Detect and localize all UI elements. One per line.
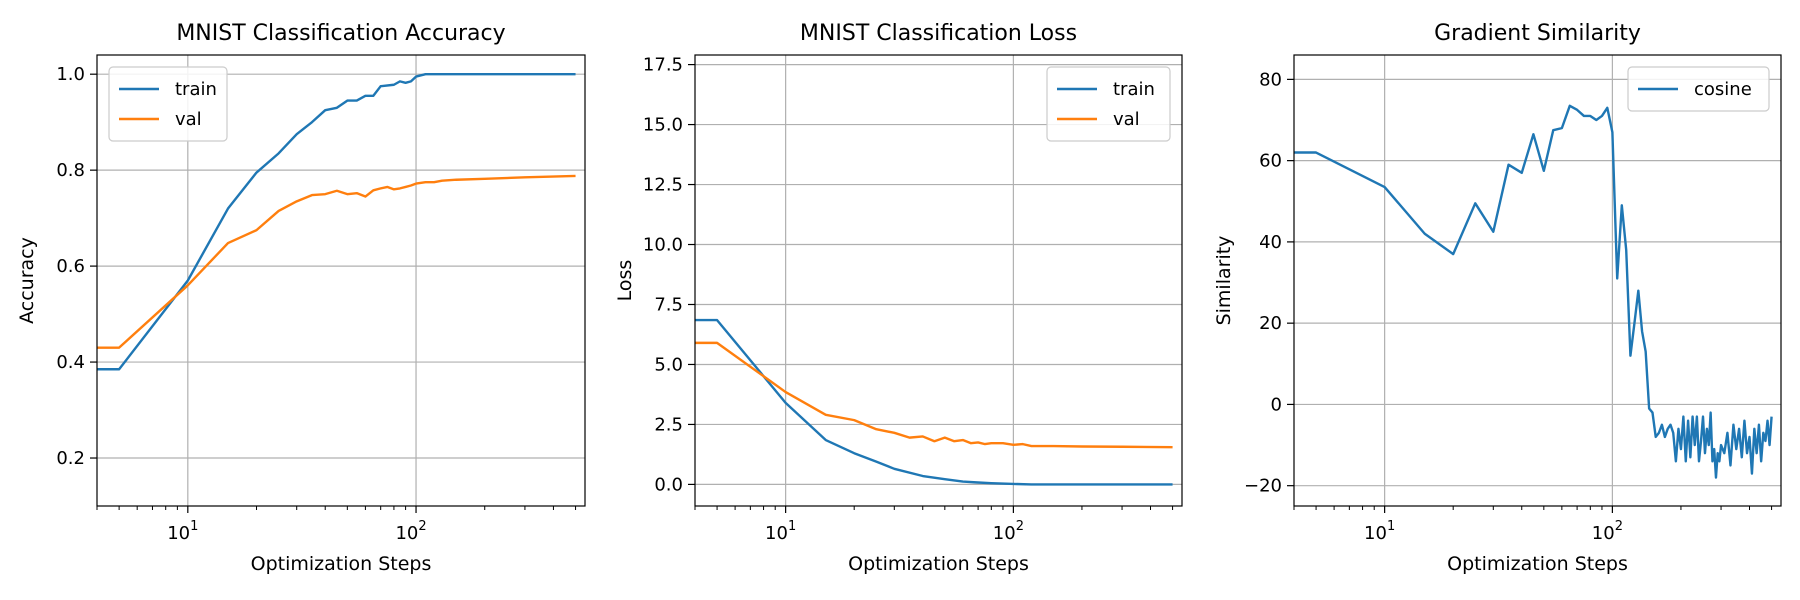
x-tick-exponent: 1 (788, 519, 796, 534)
x-tick-label: 102 (993, 519, 1024, 544)
y-axis-label: Accuracy (16, 237, 38, 324)
legend: train val (108, 66, 228, 142)
legend-label-train: train (175, 79, 217, 100)
legend: train val (1046, 66, 1171, 142)
y-tick-label: 0.2 (56, 448, 85, 469)
axes-frame (1293, 54, 1782, 507)
x-tick-base: 10 (1364, 523, 1387, 544)
y-tick-label: 0.0 (654, 474, 683, 495)
x-tick-base: 10 (765, 523, 788, 544)
x-tick-exponent: 1 (1387, 519, 1395, 534)
x-tick-exponent: 2 (1615, 519, 1623, 534)
y-tick-label: 1.0 (56, 64, 85, 85)
x-tick-label: 102 (395, 519, 426, 544)
series-line-train (695, 318, 1173, 486)
x-tick-exponent: 2 (418, 519, 426, 534)
x-tick-base: 10 (167, 523, 190, 544)
y-tick-label: 2.5 (654, 414, 683, 435)
y-tick-label: 60 (1259, 151, 1282, 172)
y-tick-label: −20 (1244, 476, 1282, 497)
chart-title: Gradient Similarity (1434, 21, 1641, 46)
series-line-val (97, 174, 576, 349)
legend-label-train: train (1113, 79, 1155, 100)
y-axis-label: Loss (614, 260, 636, 302)
x-tick-label: 102 (1592, 519, 1623, 544)
y-tick-label: 0.8 (56, 160, 85, 181)
legend: cosine (1627, 66, 1770, 112)
y-tick-label: 5.0 (654, 354, 683, 375)
x-tick-label: 101 (765, 519, 796, 544)
x-tick-label: 101 (167, 519, 198, 544)
legend-box (1627, 66, 1770, 112)
legend-box (1046, 66, 1171, 142)
legend-label-cosine: cosine (1694, 79, 1752, 100)
axes-frame (694, 54, 1183, 507)
series-line-cosine (1294, 104, 1773, 479)
x-axis-label: Optimization Steps (251, 553, 432, 575)
x-tick-base: 10 (395, 523, 418, 544)
y-axis-label: Similarity (1213, 236, 1235, 326)
x-tick-base: 10 (993, 523, 1016, 544)
y-tick-label: 20 (1259, 313, 1282, 334)
x-tick-exponent: 1 (190, 519, 198, 534)
x-axis-label: Optimization Steps (1447, 553, 1628, 575)
y-tick-label: 0.4 (56, 352, 85, 373)
loss-panel: 101 1020.02.55.07.510.012.515.017.5MNIST … (614, 21, 1183, 575)
x-tick-exponent: 2 (1016, 519, 1024, 534)
x-axis-label: Optimization Steps (848, 553, 1029, 575)
y-tick-label: 0 (1271, 394, 1282, 415)
legend-label-val: val (175, 109, 202, 130)
axes-frame (96, 54, 586, 507)
x-tick-base: 10 (1592, 523, 1615, 544)
y-tick-label: 17.5 (643, 55, 683, 76)
chart-title: MNIST Classification Accuracy (176, 21, 505, 46)
x-tick-label: 101 (1364, 519, 1395, 544)
y-tick-label: 40 (1259, 232, 1282, 253)
y-tick-label: 0.6 (56, 256, 85, 277)
chart-title: MNIST Classification Loss (800, 21, 1077, 46)
series-line-train (97, 72, 576, 371)
y-tick-label: 7.5 (654, 294, 683, 315)
legend-box (108, 66, 228, 142)
y-tick-label: 15.0 (643, 115, 683, 136)
y-tick-label: 10.0 (643, 235, 683, 256)
legend-label-val: val (1113, 109, 1140, 130)
y-tick-label: 80 (1259, 69, 1282, 90)
series-line-val (695, 341, 1173, 449)
y-tick-label: 12.5 (643, 175, 683, 196)
